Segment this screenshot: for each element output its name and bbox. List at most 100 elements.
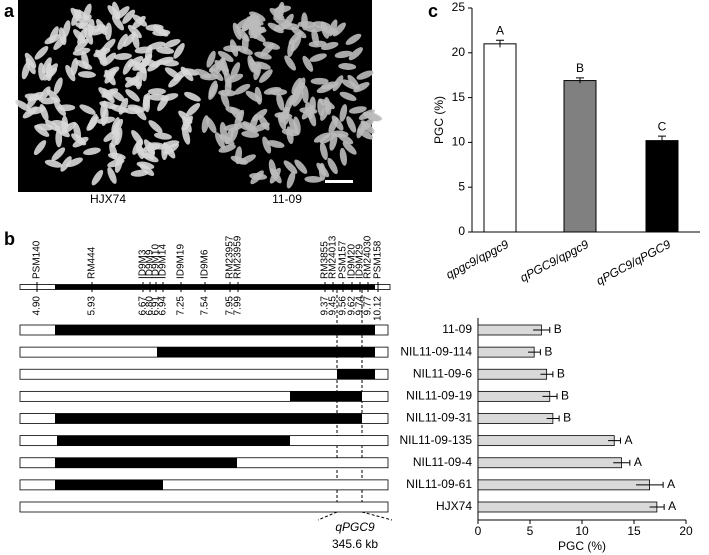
grain xyxy=(184,91,201,102)
x-tick-label: 10 xyxy=(575,524,589,538)
grain xyxy=(342,141,357,155)
grain xyxy=(341,79,358,90)
y-tick-label: NIL11-09-6 xyxy=(413,366,472,380)
marker-name: ID9M9 xyxy=(145,249,156,279)
grain xyxy=(84,27,94,45)
y-axis-label: PGC (%) xyxy=(432,96,446,144)
marker-name: ID9M29 xyxy=(355,244,366,279)
grain xyxy=(319,132,336,144)
grain xyxy=(275,18,293,27)
grain xyxy=(332,75,344,92)
grain xyxy=(180,66,194,82)
grain xyxy=(230,62,241,79)
panel-label: a xyxy=(4,1,15,21)
grain xyxy=(107,167,117,184)
grain xyxy=(122,9,136,24)
bar xyxy=(477,390,551,402)
grain xyxy=(54,125,70,138)
grain xyxy=(302,55,314,72)
grain xyxy=(328,19,338,37)
grain xyxy=(252,122,270,132)
grain xyxy=(186,102,201,117)
grain xyxy=(156,47,175,55)
grain xyxy=(316,84,334,94)
x-tick-label: 20 xyxy=(679,524,693,538)
grain xyxy=(44,34,61,45)
grain xyxy=(230,106,243,122)
grain xyxy=(206,50,216,68)
grain xyxy=(70,57,79,76)
marker-name: PSM157 xyxy=(338,240,349,279)
grain xyxy=(269,88,288,96)
grain xyxy=(334,50,353,59)
grain xyxy=(208,83,219,100)
grain xyxy=(309,53,327,62)
bar xyxy=(477,413,554,424)
grain xyxy=(132,14,148,27)
grain xyxy=(310,77,329,85)
error-bar xyxy=(540,371,554,378)
grain xyxy=(136,161,155,170)
grain xyxy=(118,97,129,115)
grain xyxy=(58,27,67,46)
y-tick-label: HJX74 xyxy=(436,499,472,513)
grain xyxy=(349,106,367,114)
grain xyxy=(235,17,252,30)
grain xyxy=(348,47,363,61)
marker-position: 7.25 xyxy=(176,296,187,316)
marker-position: 6.80 xyxy=(145,296,156,316)
grain xyxy=(110,130,121,148)
grain xyxy=(241,130,260,138)
x-tick-label: qpgc9/qpgc9 xyxy=(444,237,512,282)
grain xyxy=(345,33,362,45)
interval-label: 345.6 kb xyxy=(332,537,378,551)
grain xyxy=(160,59,179,67)
grain xyxy=(319,142,328,160)
grain xyxy=(33,140,47,155)
grain xyxy=(109,89,125,102)
grain xyxy=(147,88,166,95)
grain xyxy=(323,97,332,115)
genotype-segment xyxy=(55,457,237,468)
grain xyxy=(115,6,130,20)
grain xyxy=(296,77,306,95)
grain xyxy=(111,117,120,135)
error-bar xyxy=(613,459,631,466)
genotype-bar xyxy=(19,479,389,491)
grain xyxy=(153,24,169,37)
grain xyxy=(311,28,319,47)
grain xyxy=(83,3,92,21)
grain xyxy=(320,21,330,39)
genotype-segment xyxy=(55,413,362,424)
error-bar xyxy=(546,415,560,422)
genotype-bar xyxy=(19,390,389,402)
grain xyxy=(77,71,96,78)
grain xyxy=(44,159,63,168)
grain xyxy=(46,89,61,103)
grain xyxy=(339,147,348,166)
x-tick-label: 5 xyxy=(527,524,534,538)
marker-position: 4.90 xyxy=(32,296,43,316)
marker-name: ID9M3 xyxy=(138,249,149,279)
genotype-segment xyxy=(157,347,375,358)
error-bar xyxy=(608,437,621,444)
x-tick-label: 0 xyxy=(475,524,482,538)
grain xyxy=(53,77,63,95)
grain xyxy=(107,152,126,161)
interval-line xyxy=(361,511,393,521)
grain xyxy=(148,142,167,150)
grain xyxy=(329,133,338,151)
grain xyxy=(73,29,87,44)
bar xyxy=(477,501,658,513)
grain xyxy=(147,41,166,50)
grain xyxy=(267,22,284,34)
bar xyxy=(645,140,679,233)
grain xyxy=(113,53,132,60)
marker-position: 9.74 xyxy=(355,296,366,316)
grain xyxy=(234,83,251,95)
significance-label: C xyxy=(658,119,667,133)
grain xyxy=(79,104,96,115)
y-tick-label: 15 xyxy=(452,90,466,104)
grain xyxy=(83,147,101,156)
marker-name: PSM158 xyxy=(373,240,384,279)
